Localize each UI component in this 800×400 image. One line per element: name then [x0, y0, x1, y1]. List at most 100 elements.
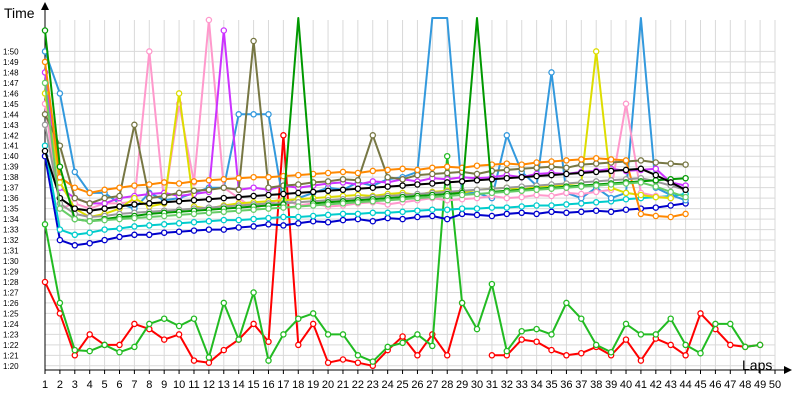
data-point [384, 196, 391, 204]
data-point [205, 217, 213, 225]
data-point [220, 194, 228, 202]
data-point [265, 191, 272, 199]
x-tick-label: 1 [42, 379, 48, 391]
data-point [518, 327, 525, 335]
data-point [309, 202, 317, 209]
data-point [131, 201, 138, 208]
data-point [280, 222, 287, 229]
data-point [399, 165, 406, 173]
data-point [607, 194, 615, 202]
data-point [622, 157, 630, 164]
data-point [607, 348, 615, 356]
data-point [56, 205, 64, 212]
x-tick-label: 27 [426, 379, 438, 391]
data-point [86, 347, 93, 355]
data-point [160, 212, 168, 220]
data-point [503, 166, 511, 174]
data-point [533, 210, 540, 218]
y-tick-label: 1:30 [3, 257, 19, 266]
x-tick-label: 14 [233, 379, 245, 391]
data-point [667, 179, 674, 186]
data-point [146, 48, 153, 55]
data-point [265, 173, 272, 181]
data-point [265, 184, 272, 191]
data-point [309, 320, 317, 328]
y-tick-label: 1:35 [3, 205, 19, 214]
data-point [488, 280, 496, 288]
data-point [324, 187, 332, 195]
data-point [533, 202, 540, 209]
y-tick-label: 1:23 [3, 330, 19, 339]
data-point [354, 215, 362, 223]
data-point [250, 206, 257, 213]
data-point [235, 186, 242, 194]
data-point [384, 166, 391, 174]
x-tick-label: 32 [501, 379, 513, 391]
data-point [131, 121, 138, 129]
data-point [101, 226, 108, 233]
data-point [682, 161, 689, 168]
data-point [712, 320, 719, 328]
data-point [667, 202, 674, 209]
data-point [324, 201, 332, 208]
data-point [637, 179, 645, 186]
data-point [220, 208, 228, 216]
series-10 [41, 58, 689, 221]
data-point [667, 188, 674, 196]
data-point [205, 354, 213, 361]
data-point [235, 224, 242, 231]
data-point [503, 188, 511, 196]
x-tick-label: 29 [456, 379, 468, 391]
data-point [578, 156, 585, 163]
data-point [652, 177, 660, 184]
x-tick-label: 35 [545, 379, 557, 391]
x-tick-label: 39 [605, 379, 617, 391]
data-point [101, 236, 108, 244]
x-tick-label: 22 [352, 379, 364, 391]
data-point [443, 169, 451, 177]
data-point [592, 188, 600, 196]
data-point [563, 201, 570, 208]
data-point [175, 198, 183, 205]
data-point [220, 216, 228, 224]
data-point [295, 341, 302, 349]
data-point [71, 168, 79, 176]
series-14 [41, 79, 689, 225]
x-tick-label: 26 [411, 379, 423, 391]
series-7 [41, 27, 689, 207]
data-point [71, 194, 79, 202]
data-point [563, 352, 570, 359]
x-tick-label: 47 [724, 379, 736, 391]
data-point [518, 193, 525, 201]
data-point [429, 212, 436, 220]
data-point [235, 336, 242, 343]
data-point [235, 111, 242, 118]
data-point [414, 181, 421, 188]
data-point [41, 142, 49, 149]
data-point [131, 320, 138, 328]
data-point [101, 216, 108, 224]
x-axis-title: Laps [742, 357, 772, 373]
data-point [414, 166, 421, 174]
x-tick-label: 49 [754, 379, 766, 391]
y-tick-label: 1:22 [3, 341, 19, 350]
data-point [205, 226, 213, 233]
data-point [563, 157, 570, 164]
data-point [607, 181, 615, 188]
data-point [354, 199, 362, 206]
data-point [429, 342, 436, 350]
y-tick-label: 1:41 [3, 142, 19, 151]
data-point [518, 187, 525, 195]
data-point [56, 299, 64, 307]
x-tick-label: 19 [307, 379, 319, 391]
data-point [399, 339, 406, 347]
data-point [56, 163, 64, 170]
data-point [667, 194, 674, 202]
data-point [384, 214, 391, 222]
data-point [339, 210, 347, 218]
data-point [503, 347, 511, 355]
data-point [56, 179, 64, 186]
data-point [429, 164, 436, 172]
data-point [265, 214, 272, 222]
data-point [443, 215, 451, 223]
